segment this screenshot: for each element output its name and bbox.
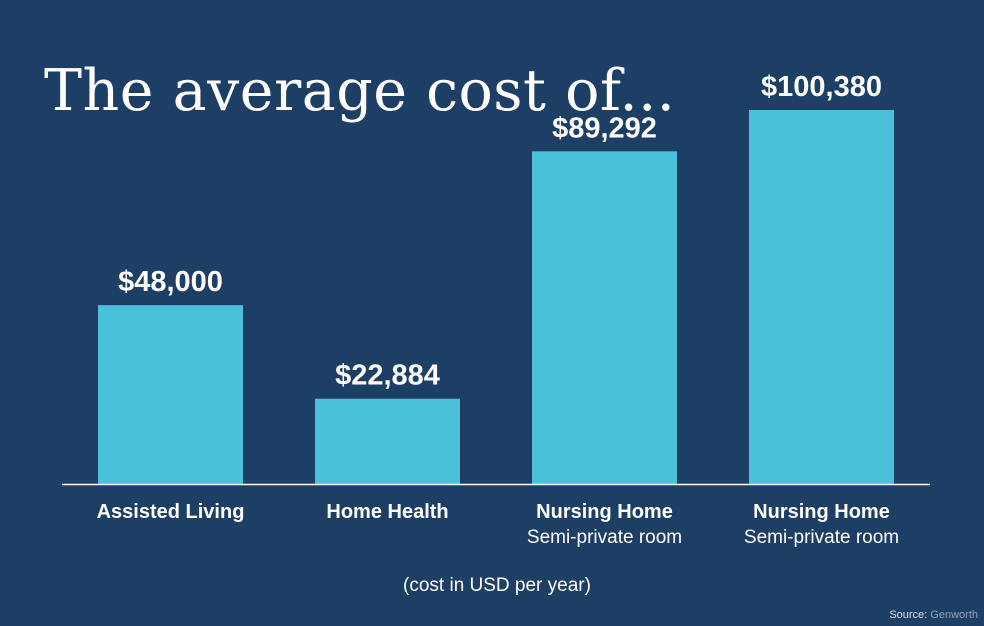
category-label: Assisted Living (97, 501, 245, 523)
bar (315, 398, 460, 484)
value-label: $100,380 (761, 71, 882, 103)
source-name: Genworth (930, 609, 978, 621)
category-sublabel: Semi-private room (744, 527, 899, 548)
bar (749, 110, 894, 484)
value-label: $48,000 (118, 266, 223, 298)
category-label: Home Health (326, 501, 448, 523)
unit-note: (cost in USD per year) (403, 575, 591, 596)
source-credit: Source: Genworth (889, 609, 978, 621)
chart-title: The average cost of... (44, 58, 676, 124)
value-label: $89,292 (552, 112, 657, 144)
bar (98, 305, 243, 484)
value-label: $22,884 (335, 360, 440, 392)
category-label: Nursing Home (753, 501, 890, 523)
category-sublabel: Semi-private room (527, 527, 682, 548)
source-label: Source: (889, 609, 928, 621)
category-label: Nursing Home (536, 501, 673, 523)
bar (532, 151, 677, 484)
